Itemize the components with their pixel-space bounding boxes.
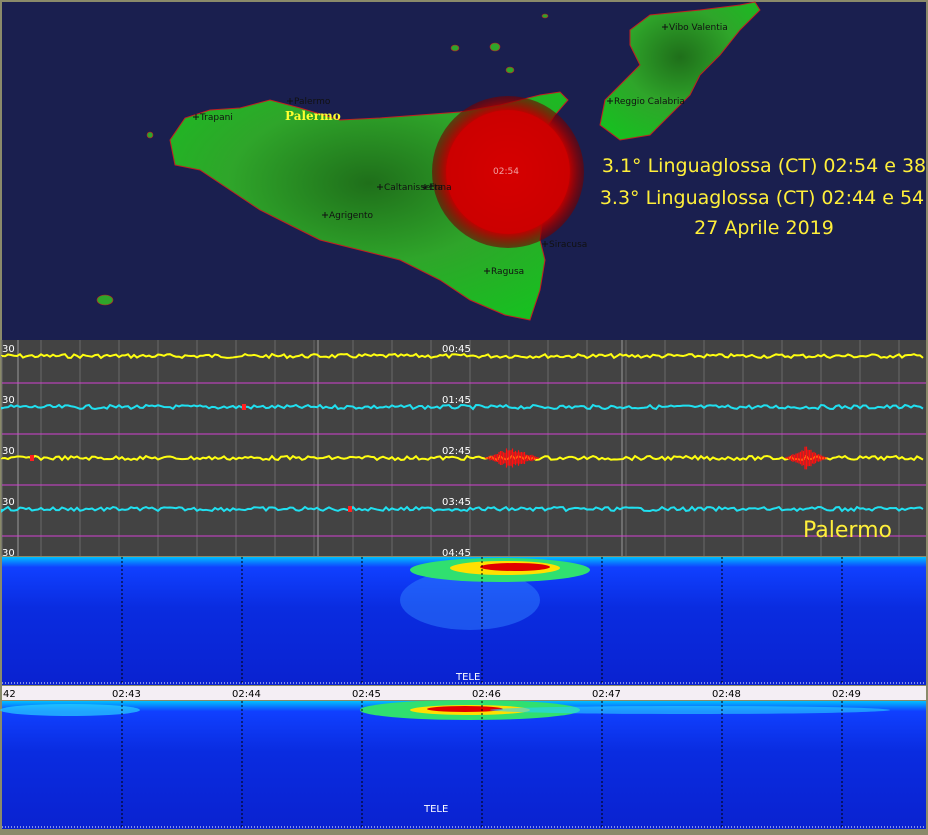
city-label: Agrigento	[329, 211, 374, 221]
city-marker	[607, 98, 613, 104]
time-axis	[2, 686, 926, 700]
city-marker	[377, 184, 383, 190]
city-marker	[542, 241, 548, 247]
city-label: Palermo	[294, 97, 331, 107]
city-label: Ragusa	[491, 267, 524, 277]
spike	[30, 455, 34, 461]
calabria	[599, 1, 761, 141]
annotation: 3.1° Linguaglossa (CT) 02:54 e 38	[602, 155, 926, 177]
hour-label: 00:45	[442, 344, 471, 355]
seismogram: 30 00:45 30 01:45 30 02:45 30 03:45 30 04:45	[0, 340, 926, 559]
trace	[0, 403, 924, 411]
seismogram-panel	[2, 340, 926, 556]
time-label: 02:43	[112, 689, 141, 700]
city-label: Reggio Calabria	[614, 97, 685, 107]
time-label: 02:46	[472, 689, 501, 700]
city-label: Enna	[429, 183, 452, 193]
station-name: Palermo	[803, 518, 892, 543]
time-label: 02:45	[352, 689, 381, 700]
spectro-label: TELE	[423, 804, 448, 815]
city-marker	[193, 114, 199, 120]
quake-burst	[784, 446, 829, 470]
hour-label: 02:45	[442, 446, 471, 457]
time-label: 02:48	[712, 689, 741, 700]
spectro-label: TELE	[455, 672, 480, 683]
time-label: 02:44	[232, 689, 261, 700]
spectrogram-lower	[2, 701, 926, 829]
amplitude-label: 30	[2, 497, 15, 508]
time-label: 02:49	[832, 689, 861, 700]
event-core	[446, 110, 570, 234]
spike	[348, 506, 352, 512]
city-highlight: Palermo	[285, 109, 341, 123]
quake-burst	[484, 448, 541, 468]
annotation: 3.3° Linguaglossa (CT) 02:44 e 54	[600, 187, 924, 209]
time-label: 42	[3, 689, 16, 700]
amplitude-label: 30	[2, 395, 15, 406]
trace	[1, 352, 924, 360]
city-marker	[322, 212, 328, 218]
islands	[96, 13, 549, 306]
city-label: Trapani	[199, 113, 233, 123]
time-label: 02:47	[592, 689, 621, 700]
trace	[1, 454, 924, 462]
spectro-energy	[0, 558, 890, 720]
city-label: Siracusa	[549, 240, 587, 250]
spectro-grid: 42 02:43 02:44 02:45 02:46 02:47 02:48 02:49	[2, 557, 926, 829]
city-label: Vibo Valentia	[669, 23, 728, 33]
event-time: 02:54	[493, 167, 519, 177]
city-label: Caltanissetta	[384, 183, 443, 193]
hour-label: 03:45	[442, 497, 471, 508]
spike	[242, 404, 246, 410]
amplitude-label: 30	[2, 344, 15, 355]
city-marker	[662, 24, 668, 30]
map-labels: Vibo Valentia Reggio Calabria Trapani Paler…	[193, 23, 728, 277]
annotation: 27 Aprile 2019	[694, 217, 834, 239]
hour-label: 04:45	[442, 548, 471, 559]
city-marker	[287, 98, 293, 104]
amplitude-label: 30	[2, 446, 15, 457]
city-marker	[484, 268, 490, 274]
amplitude-label: 30	[2, 548, 15, 559]
hour-label: 01:45	[442, 395, 471, 406]
city-marker	[422, 184, 428, 190]
trace	[0, 505, 924, 513]
